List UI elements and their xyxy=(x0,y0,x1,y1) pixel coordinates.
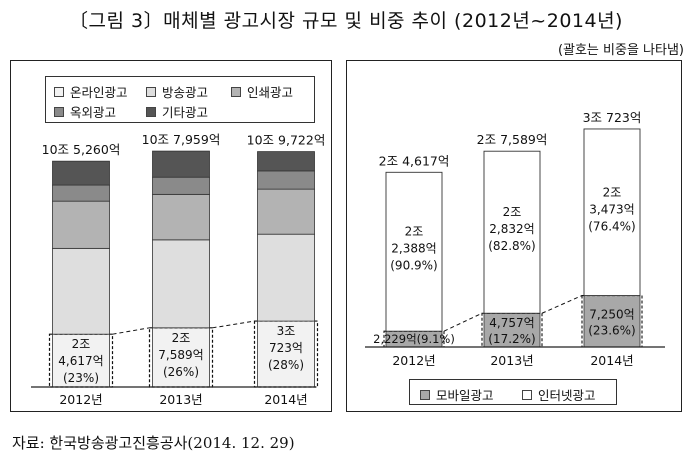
connector-line-1 xyxy=(541,295,583,314)
internet-value-label-1-line-2: (82.8%) xyxy=(488,239,535,253)
legend-label-broadcast: 방송광고 xyxy=(162,85,209,100)
total-label-2: 3조 723억 xyxy=(583,110,642,125)
bar-internet-2 xyxy=(583,128,641,296)
connector-line-0 xyxy=(112,327,150,335)
legend-label-mobile: 모바일광고 xyxy=(436,388,494,403)
internet-value-label-0-line-1: 2,388억 xyxy=(391,242,436,256)
legend-swatch-print xyxy=(231,86,241,97)
x-tick-label-0: 2012년 xyxy=(59,392,102,407)
legend-label-print: 인쇄광고 xyxy=(247,85,294,100)
bar-online-2 xyxy=(257,320,315,388)
online-market-chart-panel: 2조 4,617억 2조 2,388억 (90.9%) 2,229억(9.1%) 2012… xyxy=(346,60,682,412)
internet-value-label-0-line-2: (90.9%) xyxy=(390,259,437,273)
total-label-2: 10조 9,722억 xyxy=(247,133,326,148)
bar-internet-0 xyxy=(385,171,443,332)
connector-line-1 xyxy=(212,320,255,329)
bar-mobile-2 xyxy=(583,295,641,348)
bar-mobile-1 xyxy=(483,312,541,348)
bar-outdoor-1 xyxy=(152,176,210,195)
legend-label-internet: 인터넷광고 xyxy=(538,388,596,403)
online-value-label-0-line-0: 2조 xyxy=(72,337,91,351)
bar-print-1 xyxy=(152,193,210,241)
online-value-label-2-line-0: 3조 xyxy=(277,324,296,338)
total-label-0: 10조 5,260억 xyxy=(42,142,121,157)
legend-label-online: 온라인광고 xyxy=(70,85,128,100)
legend-item-other: 기타광고 xyxy=(146,102,208,121)
mobile-value-label-2-line-0: 7,250억 xyxy=(589,307,634,321)
connector-line-0 xyxy=(443,312,483,332)
bar-other-0 xyxy=(52,160,110,186)
bar-broadcast-2 xyxy=(257,233,315,322)
internet-value-label-1-line-0: 2조 xyxy=(503,205,522,219)
bar-internet-1 xyxy=(483,150,541,314)
internet-value-label-0-line-0: 2조 xyxy=(405,225,424,239)
mobile-value-label-2-line-1: (23.6%) xyxy=(588,323,635,337)
bar-online-0 xyxy=(52,333,110,388)
bar-outdoor-0 xyxy=(52,184,110,202)
x-tick-label-1: 2013년 xyxy=(490,353,533,368)
total-label-1: 10조 7,959억 xyxy=(142,132,221,147)
total-market-chart-panel: 온라인광고 방송광고 인쇄광고 옥외광고 기타광고 2조 4,617억 (23%) 1… xyxy=(10,60,332,412)
figure-source: 자료: 한국방송광고진흥공사(2014. 12. 29) xyxy=(12,434,295,452)
x-tick-label-2: 2014년 xyxy=(590,353,633,368)
mobile-value-label-1-line-0: 4,757억 xyxy=(489,316,534,330)
total-label-1: 2조 7,589억 xyxy=(477,132,548,147)
x-tick-label-2: 2014년 xyxy=(264,392,307,407)
legend-item-print: 인쇄광고 xyxy=(231,82,293,101)
legend-item-broadcast: 방송광고 xyxy=(146,82,208,101)
bar-broadcast-0 xyxy=(52,247,110,335)
legend-swatch-other xyxy=(146,106,156,117)
mobile-value-label-1-line-1: (17.2%) xyxy=(488,332,535,346)
online-value-label-2-line-1: 723억 xyxy=(269,341,303,355)
legend-swatch-online xyxy=(54,86,64,97)
online-value-label-0-line-2: (23%) xyxy=(63,371,99,385)
internet-value-label-1-line-1: 2,832억 xyxy=(489,222,534,236)
internet-value-label-2-line-2: (76.4%) xyxy=(588,219,635,233)
legend-item-online: 온라인광고 xyxy=(54,82,128,101)
online-value-label-0-line-1: 4,617억 xyxy=(58,354,103,368)
left-legend: 온라인광고 방송광고 인쇄광고 옥외광고 기타광고 xyxy=(45,76,315,123)
bar-other-2 xyxy=(257,151,315,172)
total-label-0: 2조 4,617억 xyxy=(379,153,450,168)
x-tick-label-0: 2012년 xyxy=(392,353,435,368)
online-market-bars: 2조 4,617억 2조 2,388억 (90.9%) 2,229억(9.1%) 2012… xyxy=(365,110,665,368)
bar-other-1 xyxy=(152,150,210,178)
x-tick-label-1: 2013년 xyxy=(159,392,202,407)
mobile-value-label-0-line-0: 2,229억(9.1%) xyxy=(373,332,455,346)
legend-swatch-broadcast xyxy=(146,86,156,97)
right-legend: 모바일광고 인터넷광고 xyxy=(409,379,617,405)
bar-broadcast-1 xyxy=(152,239,210,329)
legend-item-mobile: 모바일광고 xyxy=(420,385,494,404)
figure-note: (괄호는 비중을 나타냄) xyxy=(557,43,684,58)
bar-print-2 xyxy=(257,188,315,235)
bar-print-0 xyxy=(52,200,110,249)
online-value-label-1-line-1: 7,589억 xyxy=(158,348,203,362)
legend-swatch-internet xyxy=(522,389,532,400)
legend-swatch-outdoor xyxy=(54,106,64,117)
online-value-label-2-line-2: (28%) xyxy=(268,358,304,372)
internet-value-label-2-line-1: 3,473억 xyxy=(589,202,634,216)
legend-item-outdoor: 옥외광고 xyxy=(54,102,116,121)
bar-outdoor-2 xyxy=(257,170,315,190)
legend-item-internet: 인터넷광고 xyxy=(522,385,596,404)
legend-swatch-mobile xyxy=(420,389,430,400)
legend-label-outdoor: 옥외광고 xyxy=(70,105,117,120)
internet-value-label-2-line-0: 2조 xyxy=(603,185,622,199)
figure-title: 〔그림 3〕매체별 광고시장 규모 및 비중 추이 (2012년~2014년) xyxy=(69,10,623,32)
online-value-label-1-line-2: (26%) xyxy=(163,365,199,379)
total-market-bars: 2조 4,617억 (23%) 10조 5,260억 2012년 2조 7,589억 (26%… xyxy=(31,132,326,407)
online-value-label-1-line-0: 2조 xyxy=(172,331,191,345)
legend-label-other: 기타광고 xyxy=(162,105,209,120)
